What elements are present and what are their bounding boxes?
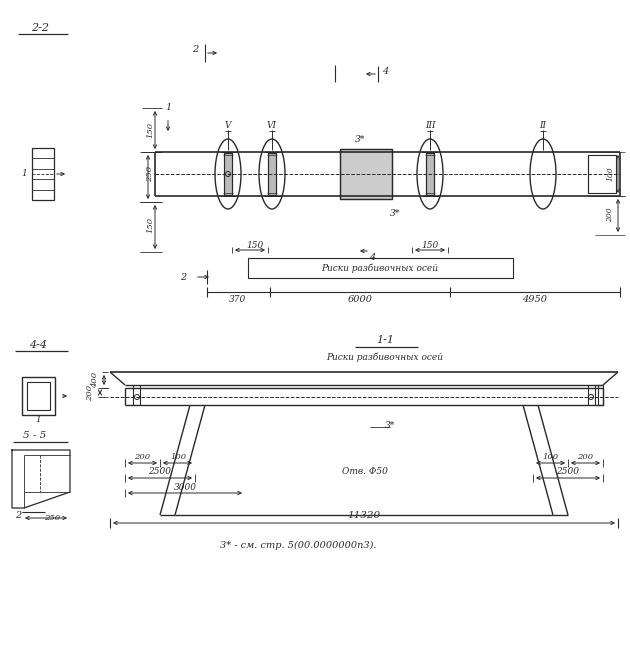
Text: 4: 4 (369, 253, 375, 261)
Text: 200: 200 (134, 453, 151, 461)
Text: 2-2: 2-2 (31, 23, 49, 33)
Text: 5 - 5: 5 - 5 (23, 432, 47, 440)
Text: 150: 150 (421, 240, 438, 249)
Text: 11320: 11320 (347, 512, 381, 521)
Text: Отв. Ф50: Отв. Ф50 (342, 467, 388, 477)
Text: 100: 100 (170, 453, 186, 461)
Text: 1: 1 (35, 416, 41, 424)
Text: 4-4: 4-4 (29, 340, 47, 350)
Text: 1: 1 (21, 170, 27, 178)
Text: 3* - см. стр. 5(00.0000000п3).: 3* - см. стр. 5(00.0000000п3). (220, 541, 377, 550)
Text: 2: 2 (192, 46, 198, 55)
Text: 200: 200 (578, 453, 593, 461)
Text: 150: 150 (246, 240, 263, 249)
Bar (426, 153, 434, 195)
Bar (340, 149, 392, 199)
Bar (27, 382, 50, 410)
Text: III: III (425, 121, 435, 129)
Text: 150: 150 (146, 217, 154, 233)
Text: 100: 100 (542, 453, 558, 461)
Text: 3*: 3* (355, 135, 365, 145)
Bar (426, 153, 434, 195)
Text: 100: 100 (606, 167, 614, 182)
Text: 2: 2 (180, 273, 186, 282)
Text: II: II (539, 121, 546, 129)
Text: Риски разбивочных осей: Риски разбивочных осей (326, 352, 444, 362)
Text: 370: 370 (229, 294, 246, 304)
Text: 200: 200 (606, 208, 614, 222)
Text: 3*: 3* (385, 420, 395, 430)
Bar (224, 153, 232, 195)
Text: 200: 200 (86, 384, 94, 401)
Text: 2500: 2500 (149, 467, 171, 477)
Text: 250: 250 (44, 514, 60, 522)
Bar (598, 385, 603, 405)
Bar (340, 149, 392, 199)
Text: 4950: 4950 (522, 294, 547, 304)
Text: VI: VI (267, 121, 277, 129)
Bar (268, 153, 276, 195)
Text: 1-1: 1-1 (376, 335, 394, 345)
Text: 2: 2 (15, 510, 21, 519)
Bar (248, 258, 513, 278)
Text: 150: 150 (146, 122, 154, 138)
Text: 4: 4 (382, 67, 388, 77)
Text: 2500: 2500 (556, 467, 580, 477)
Text: 3*: 3* (390, 209, 400, 218)
Text: V: V (225, 121, 231, 129)
Bar (268, 153, 276, 195)
Text: 400: 400 (91, 372, 99, 388)
Text: 1: 1 (165, 104, 171, 112)
Text: Риски разбивочных осей: Риски разбивочных осей (321, 263, 438, 273)
Bar (588, 155, 616, 193)
Text: 250: 250 (146, 166, 154, 182)
Bar (224, 153, 232, 195)
Text: 3000: 3000 (173, 482, 197, 492)
Bar (32, 148, 54, 200)
Bar (22, 377, 55, 415)
Text: 6000: 6000 (348, 294, 372, 304)
